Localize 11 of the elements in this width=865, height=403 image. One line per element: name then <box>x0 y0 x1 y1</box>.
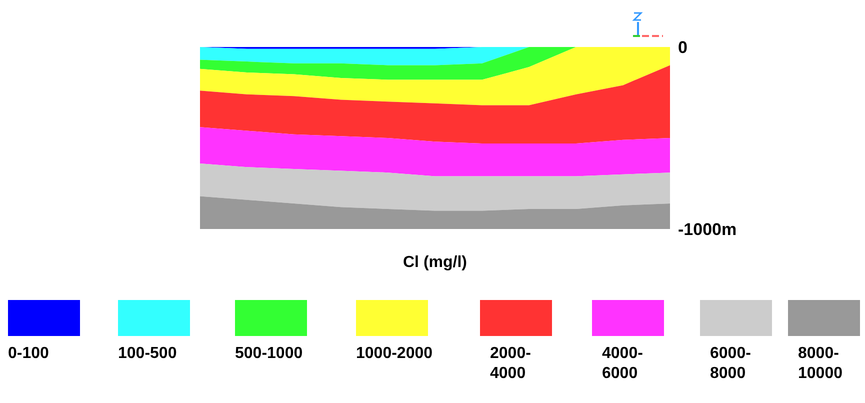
legend-label: 2000-4000 <box>489 344 532 384</box>
x-axis-title: Cl (mg/l) <box>402 254 468 272</box>
legend-label: 4000-6000 <box>601 344 644 384</box>
y-tick-label: 0 <box>678 38 688 58</box>
legend-label: 100-500 <box>118 344 178 364</box>
legend-label: 0-100 <box>8 344 50 364</box>
legend-label: 1000-2000 <box>356 344 434 364</box>
y-tick-label: -1000m <box>678 220 737 240</box>
legend-label: 500-1000 <box>235 344 304 364</box>
legend-label: 8000-10000 <box>797 344 844 384</box>
legend-label: 6000-8000 <box>709 344 752 384</box>
